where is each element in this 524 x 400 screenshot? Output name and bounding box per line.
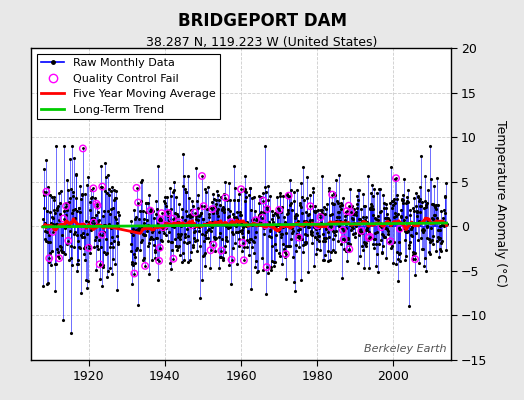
Point [161, 222, 170, 228]
Point [263, 206, 271, 212]
Point [339, 227, 347, 234]
Point [316, 214, 325, 220]
Point [164, 210, 172, 216]
Point [294, 234, 303, 241]
Point [84, 245, 93, 251]
Point [42, 188, 50, 195]
Point [340, 236, 348, 242]
Point [157, 210, 166, 216]
Point [130, 270, 138, 277]
Point [198, 173, 206, 179]
Point [344, 202, 353, 209]
Point [275, 206, 283, 213]
Point [263, 264, 271, 270]
Point [259, 197, 267, 204]
Point [169, 256, 178, 262]
Y-axis label: Temperature Anomaly (°C): Temperature Anomaly (°C) [494, 120, 507, 288]
Point [313, 222, 322, 229]
Point [328, 192, 336, 198]
Point [169, 216, 177, 222]
Point [357, 228, 366, 234]
Point [239, 257, 248, 264]
Point [396, 226, 404, 232]
Point [134, 199, 143, 206]
Point [377, 224, 386, 230]
Point [208, 206, 216, 212]
Text: 38.287 N, 119.223 W (United States): 38.287 N, 119.223 W (United States) [146, 36, 378, 49]
Legend: Raw Monthly Data, Quality Control Fail, Five Year Moving Average, Long-Term Tren: Raw Monthly Data, Quality Control Fail, … [37, 54, 220, 119]
Point [93, 202, 102, 209]
Point [92, 200, 101, 207]
Point [79, 223, 87, 230]
Point [306, 203, 314, 210]
Point [221, 194, 230, 201]
Point [146, 208, 155, 214]
Point [133, 185, 141, 191]
Point [59, 215, 68, 222]
Point [227, 219, 235, 225]
Point [155, 258, 163, 264]
Point [346, 209, 355, 215]
Point [49, 229, 57, 235]
Point [45, 255, 53, 262]
Point [64, 238, 72, 244]
Text: Berkeley Earth: Berkeley Earth [364, 344, 446, 354]
Point [55, 255, 63, 262]
Point [285, 192, 293, 199]
Point [156, 244, 164, 251]
Point [227, 256, 236, 263]
Point [199, 203, 208, 209]
Point [95, 261, 104, 268]
Point [327, 224, 335, 230]
Point [217, 248, 225, 254]
Point [343, 208, 351, 214]
Point [79, 145, 87, 152]
Point [90, 219, 98, 226]
Text: BRIDGEPORT DAM: BRIDGEPORT DAM [178, 12, 346, 30]
Point [98, 232, 106, 238]
Point [411, 256, 419, 262]
Point [237, 186, 245, 192]
Point [386, 238, 395, 245]
Point [141, 263, 149, 269]
Point [174, 219, 183, 226]
Point [206, 247, 215, 254]
Point [209, 242, 217, 248]
Point [252, 217, 260, 223]
Point [89, 185, 97, 192]
Point [238, 240, 247, 246]
Point [159, 224, 167, 230]
Point [157, 217, 165, 223]
Point [62, 203, 70, 209]
Point [258, 215, 267, 221]
Point [345, 246, 354, 252]
Point [365, 234, 373, 241]
Point [261, 222, 270, 228]
Point [98, 184, 106, 190]
Point [366, 234, 374, 240]
Point [392, 175, 400, 181]
Point [191, 209, 199, 216]
Point [187, 222, 195, 228]
Point [281, 251, 290, 257]
